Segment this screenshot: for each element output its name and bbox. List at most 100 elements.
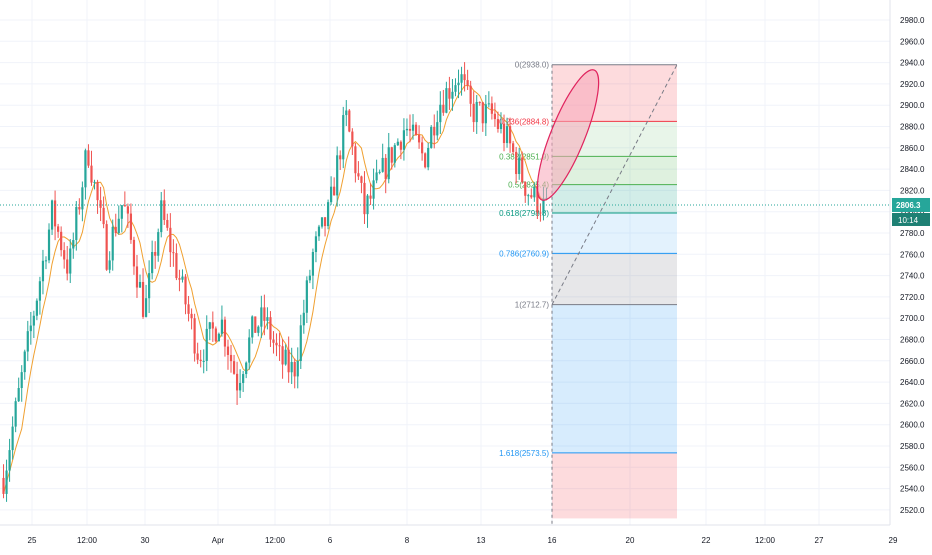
candle[interactable]: [469, 85, 472, 104]
candle[interactable]: [163, 200, 166, 220]
candle[interactable]: [305, 280, 308, 313]
candle[interactable]: [205, 328, 208, 361]
candle[interactable]: [181, 276, 184, 280]
candle[interactable]: [151, 252, 154, 274]
candle[interactable]: [408, 128, 412, 131]
candle[interactable]: [372, 180, 375, 199]
candle[interactable]: [132, 239, 136, 267]
candle[interactable]: [539, 212, 542, 214]
candle[interactable]: [430, 126, 433, 148]
candle[interactable]: [466, 80, 469, 86]
candle[interactable]: [436, 122, 439, 136]
candle[interactable]: [414, 124, 418, 135]
candle[interactable]: [493, 113, 497, 120]
candle[interactable]: [454, 85, 457, 92]
candle[interactable]: [448, 88, 451, 99]
candle[interactable]: [93, 181, 96, 183]
candle[interactable]: [102, 207, 105, 225]
candle[interactable]: [245, 362, 248, 375]
candle[interactable]: [81, 187, 84, 210]
candle[interactable]: [530, 195, 533, 198]
candle[interactable]: [536, 186, 539, 213]
candle[interactable]: [405, 128, 409, 131]
candle[interactable]: [248, 337, 251, 363]
candle[interactable]: [229, 354, 233, 362]
candle[interactable]: [217, 333, 220, 342]
candle[interactable]: [484, 104, 487, 124]
candle[interactable]: [515, 151, 518, 175]
candle[interactable]: [345, 110, 348, 116]
candle[interactable]: [160, 200, 163, 233]
candle[interactable]: [20, 372, 23, 389]
candle[interactable]: [57, 226, 60, 232]
candle[interactable]: [5, 470, 8, 494]
candle[interactable]: [393, 145, 396, 163]
candle[interactable]: [442, 104, 445, 113]
candle[interactable]: [144, 298, 148, 317]
candle[interactable]: [314, 236, 318, 253]
candle[interactable]: [135, 266, 139, 288]
candle[interactable]: [75, 206, 78, 241]
candle[interactable]: [308, 275, 311, 281]
candle[interactable]: [260, 307, 263, 327]
candle[interactable]: [460, 74, 463, 83]
candle[interactable]: [208, 322, 211, 329]
candle[interactable]: [390, 147, 393, 163]
candle[interactable]: [129, 213, 133, 240]
candle[interactable]: [72, 240, 75, 249]
ellipse-drawing[interactable]: [526, 64, 610, 207]
candle[interactable]: [396, 141, 399, 146]
candle[interactable]: [299, 325, 302, 362]
candle[interactable]: [138, 281, 142, 288]
candle[interactable]: [490, 103, 493, 114]
candle[interactable]: [178, 278, 181, 280]
candle[interactable]: [457, 82, 460, 86]
candle[interactable]: [499, 123, 503, 129]
candle[interactable]: [348, 110, 351, 132]
candle[interactable]: [527, 195, 530, 197]
candle[interactable]: [69, 248, 72, 274]
candle[interactable]: [14, 401, 17, 427]
candle[interactable]: [53, 200, 57, 227]
candle[interactable]: [105, 224, 108, 270]
candle[interactable]: [187, 304, 190, 314]
candle[interactable]: [190, 313, 193, 319]
candle[interactable]: [463, 74, 466, 81]
fib-trend-line[interactable]: [551, 64, 678, 305]
candle[interactable]: [378, 171, 381, 173]
candle[interactable]: [96, 181, 99, 201]
candle[interactable]: [266, 317, 269, 321]
candle[interactable]: [296, 361, 299, 377]
candle[interactable]: [363, 182, 366, 215]
candle[interactable]: [542, 198, 545, 214]
candle[interactable]: [384, 157, 387, 180]
candle[interactable]: [387, 147, 390, 180]
candle[interactable]: [214, 328, 217, 342]
time-axis[interactable]: 25 12:00 30 Apr 12:00 6 8 13 16 20 22 12:00 27 29: [0, 524, 898, 545]
candle[interactable]: [375, 172, 378, 181]
candle[interactable]: [524, 182, 527, 196]
candle[interactable]: [220, 319, 224, 334]
candle[interactable]: [41, 260, 45, 282]
candle[interactable]: [166, 219, 169, 228]
candle[interactable]: [399, 141, 402, 150]
candle[interactable]: [84, 150, 87, 188]
candle[interactable]: [445, 88, 448, 113]
candle[interactable]: [433, 126, 436, 136]
candle[interactable]: [475, 101, 478, 123]
candle[interactable]: [78, 206, 81, 210]
candle[interactable]: [175, 253, 178, 279]
candle[interactable]: [284, 349, 287, 365]
candle[interactable]: [272, 339, 275, 343]
candle[interactable]: [66, 259, 69, 274]
candle[interactable]: [29, 325, 32, 332]
candle[interactable]: [287, 349, 290, 373]
candle[interactable]: [157, 232, 160, 256]
candle[interactable]: [351, 131, 354, 147]
candle[interactable]: [427, 147, 430, 168]
candle[interactable]: [193, 318, 196, 354]
candle[interactable]: [302, 312, 305, 326]
candle[interactable]: [38, 281, 42, 301]
drawings[interactable]: [526, 64, 610, 207]
